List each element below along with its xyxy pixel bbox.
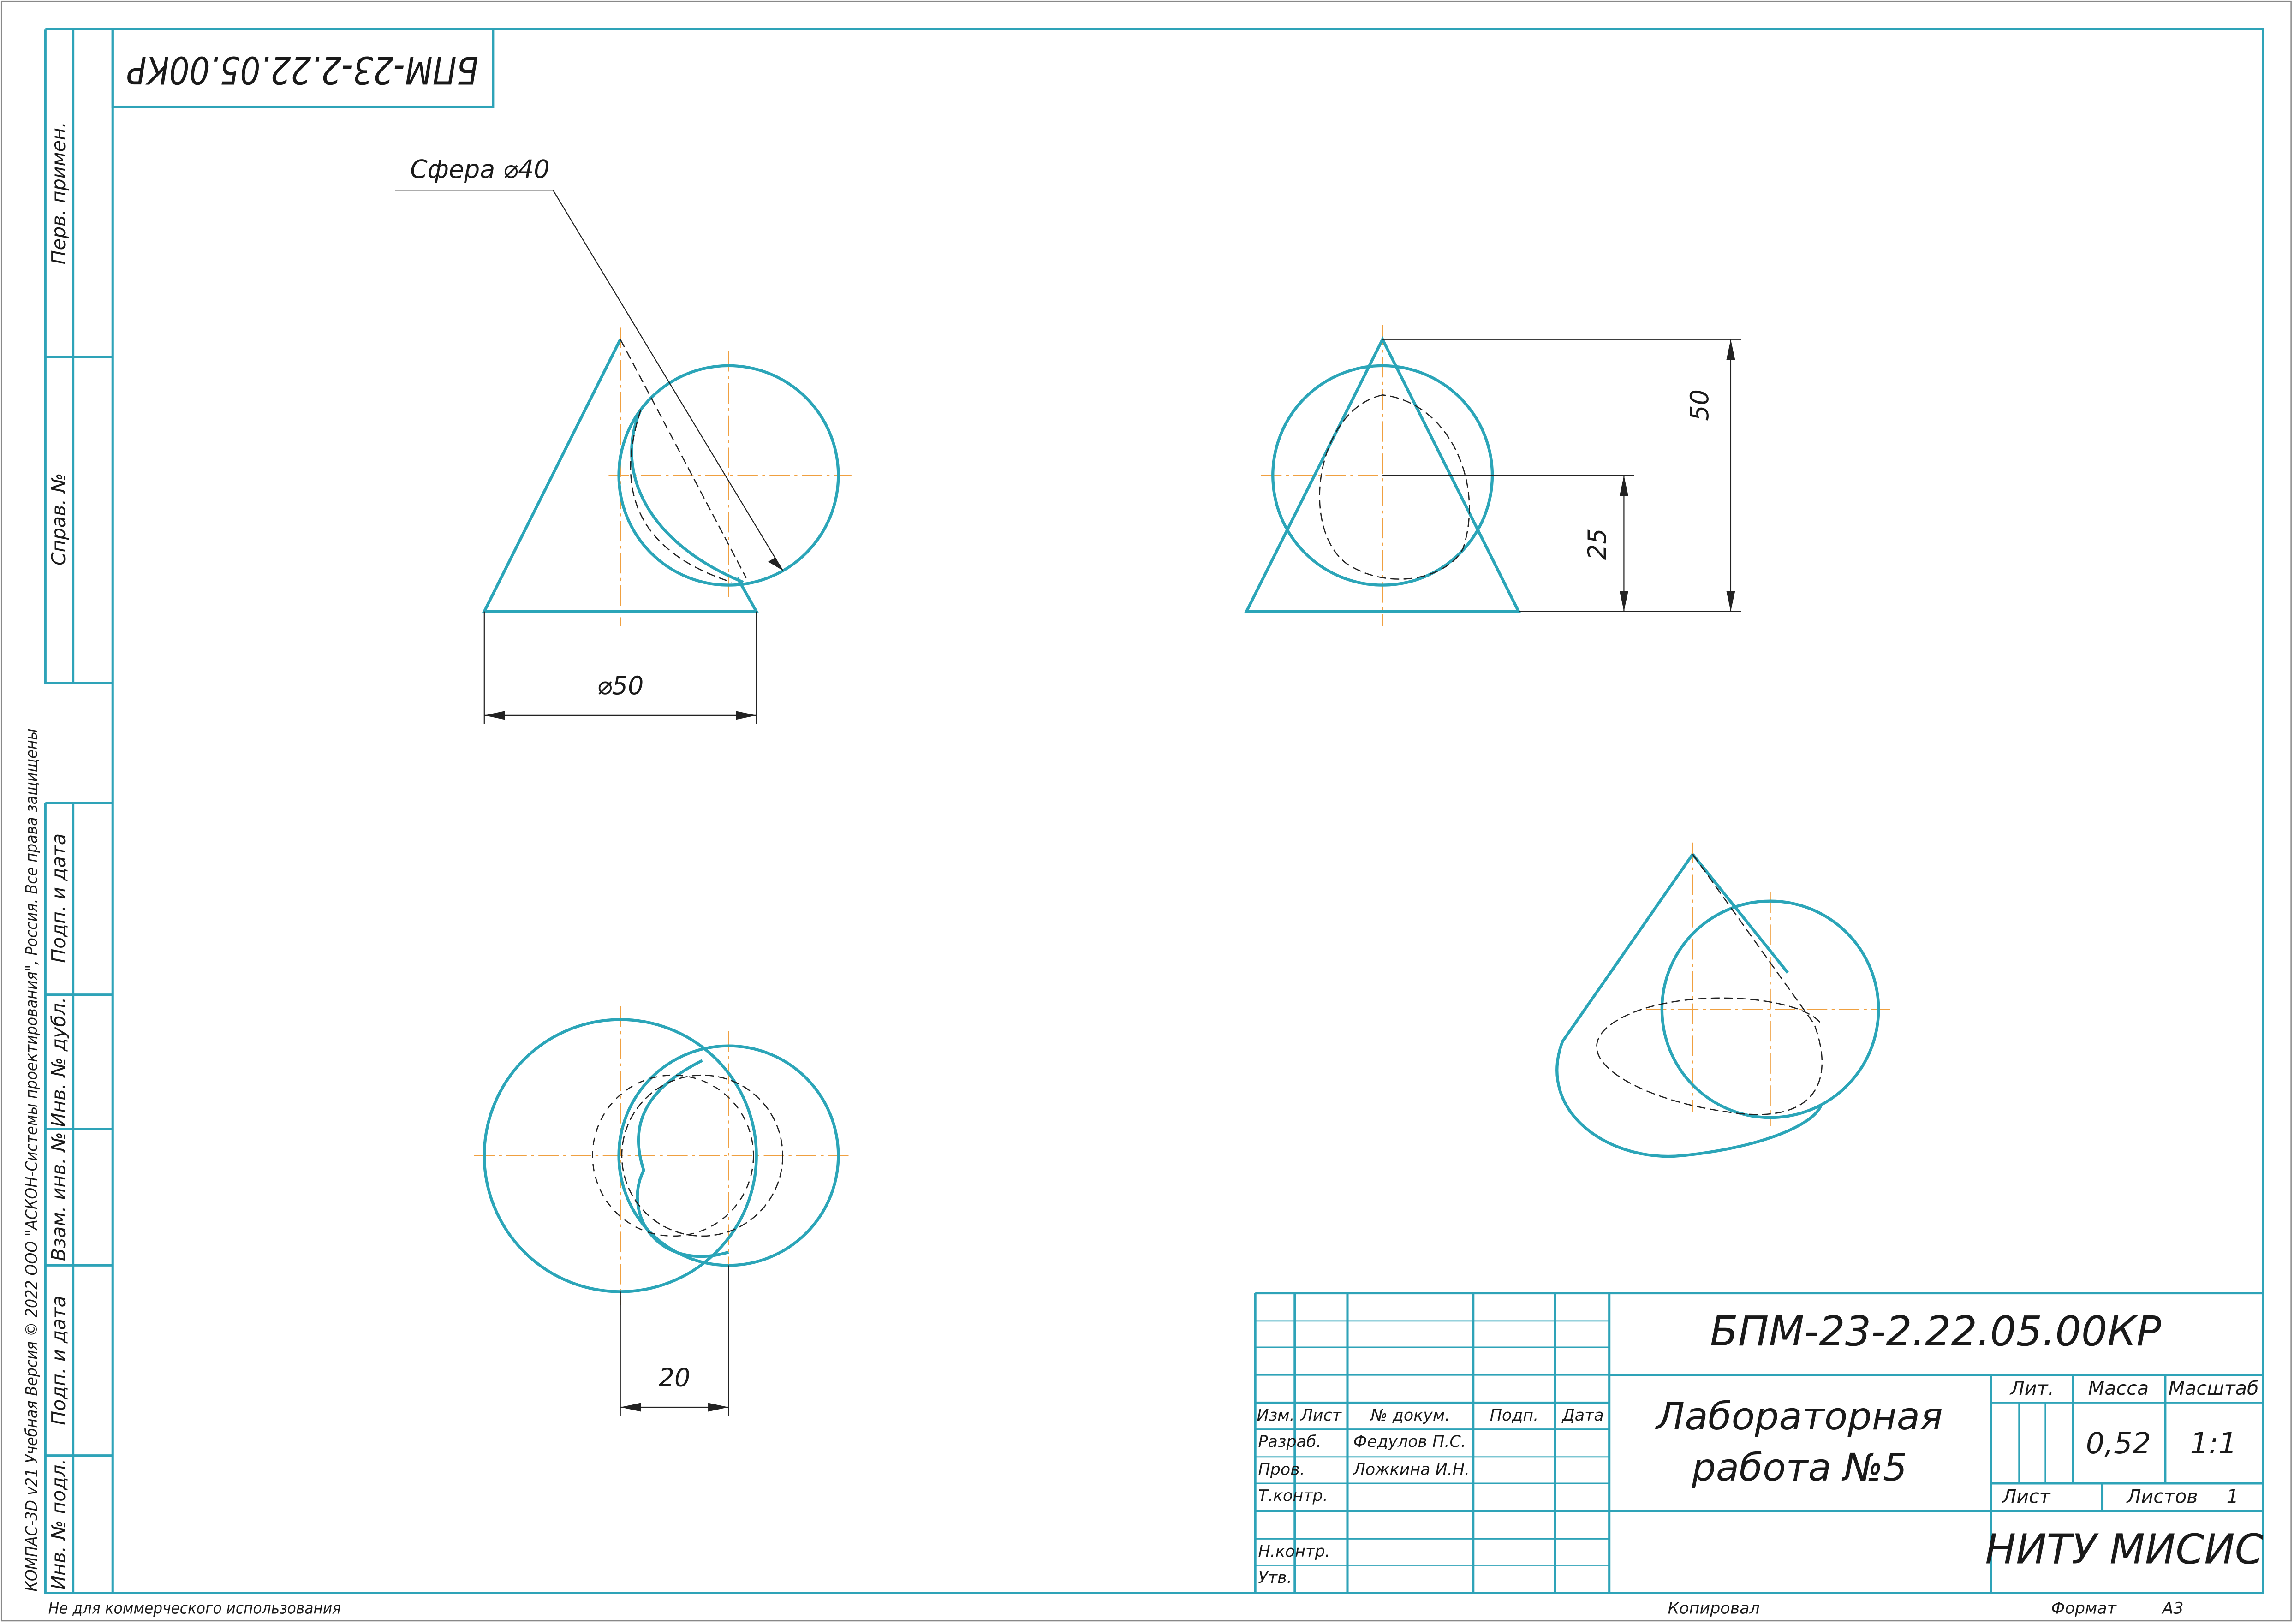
label: Взам. инв. № [48,1132,70,1261]
drawing-line [482,339,759,613]
label: 50 [1685,389,1714,421]
label: работа №5 [1691,1446,1907,1490]
label: Т.контр. [1258,1487,1328,1505]
label: Не для коммерческого использования [48,1600,341,1618]
label: ⌀50 [597,671,644,700]
label: Ложкина И.Н. [1353,1460,1470,1479]
label: Утв. [1258,1569,1292,1587]
drawing-line [474,1006,852,1305]
label: Пров. [1258,1460,1305,1479]
label: Перв. примен. [48,122,70,264]
drawing-circle [483,1018,758,1293]
label: Копировал [1668,1600,1760,1618]
label: БПМ-23-2.22.05.00КР [1710,1308,2162,1355]
label: 20 [659,1363,691,1392]
label: Сфера ⌀40 [410,155,549,184]
label: 1:1 [2190,1426,2237,1460]
drawing-line [1382,339,1741,612]
drawing-circle [592,1074,754,1237]
drawing-line [620,1265,729,1416]
label: Подп. [1490,1406,1539,1425]
title-block-texts: БПМ-23-2.22.05.00КР Лабораторная работа … [1257,1308,2264,1587]
label: Н.контр. [1258,1542,1330,1561]
label: А3 [2162,1600,2184,1618]
label: Лист [2001,1486,2050,1508]
drawing-circle [1660,899,1880,1119]
label: БПМ-23-2.22.05.00КР [127,48,478,92]
label: Лит. [2009,1377,2054,1399]
drawing-line [1319,394,1470,580]
label: Лабораторная [1655,1394,1942,1439]
label: НИТУ МИСИС [1985,1525,2263,1573]
label: 25 [1583,529,1612,560]
label: Подп. и дата [48,833,70,963]
drawing-line [395,190,783,724]
label: Подп. и дата [48,1296,70,1425]
label: Разраб. [1258,1433,1322,1451]
label: Дата [1561,1406,1603,1425]
drawing-line [636,1059,729,1258]
drawing-line [1254,1292,2264,1593]
drawing-circle [621,1074,784,1237]
label: Листов [2126,1486,2198,1508]
label: 0,52 [2086,1426,2151,1460]
label: Изм. [1257,1406,1295,1425]
label: Формат [2051,1600,2117,1618]
drawing-line [608,327,852,626]
drawing-line [630,409,744,584]
label: Масштаб [2169,1377,2259,1399]
drawing-line [1619,339,1735,612]
drawing-line [44,28,113,1594]
label: КОМПАС-3D v21 Учебная Версия © 2022 ООО … [23,728,41,1591]
drawing-line [620,339,747,583]
frame [111,28,495,108]
drawing-circle [617,364,840,587]
label: Масса [2088,1377,2149,1399]
frame [111,28,2264,1594]
label: 1 [2227,1486,2239,1508]
drawing-line [1596,854,1823,1115]
label: Федулов П.С. [1353,1433,1466,1451]
label: Инв. № подл. [48,1459,70,1590]
label: Инв. № дубл. [48,997,70,1127]
label: № докум. [1370,1406,1450,1425]
drawing-line [1645,842,1890,1127]
label: Лист [1300,1406,1342,1425]
drawing-line [1555,853,1823,1158]
label: Справ. № [48,473,70,566]
drawing-line [1255,1320,2264,1566]
